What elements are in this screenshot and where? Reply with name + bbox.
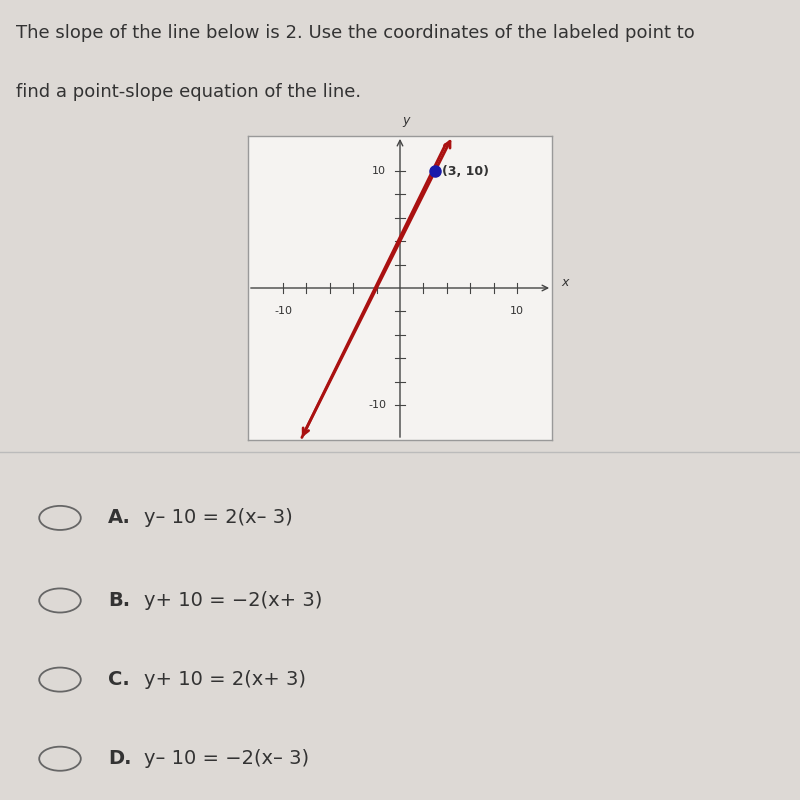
Text: 10: 10 <box>510 306 524 315</box>
Text: -10: -10 <box>368 400 386 410</box>
Text: y: y <box>402 114 410 126</box>
Text: y+ 10 = 2(x+ 3): y+ 10 = 2(x+ 3) <box>144 670 306 689</box>
Text: B.: B. <box>108 591 130 610</box>
Text: A.: A. <box>108 509 131 527</box>
Text: y– 10 = 2(x– 3): y– 10 = 2(x– 3) <box>144 509 293 527</box>
Text: find a point-slope equation of the line.: find a point-slope equation of the line. <box>16 83 361 101</box>
Text: 10: 10 <box>372 166 386 176</box>
Text: (3, 10): (3, 10) <box>442 165 489 178</box>
Text: C.: C. <box>108 670 130 689</box>
Text: x: x <box>562 276 569 289</box>
Text: y+ 10 = −2(x+ 3): y+ 10 = −2(x+ 3) <box>144 591 322 610</box>
Text: The slope of the line below is 2. Use the coordinates of the labeled point to: The slope of the line below is 2. Use th… <box>16 23 694 42</box>
Text: D.: D. <box>108 750 131 768</box>
Text: y– 10 = −2(x– 3): y– 10 = −2(x– 3) <box>144 750 309 768</box>
Text: -10: -10 <box>274 306 292 315</box>
